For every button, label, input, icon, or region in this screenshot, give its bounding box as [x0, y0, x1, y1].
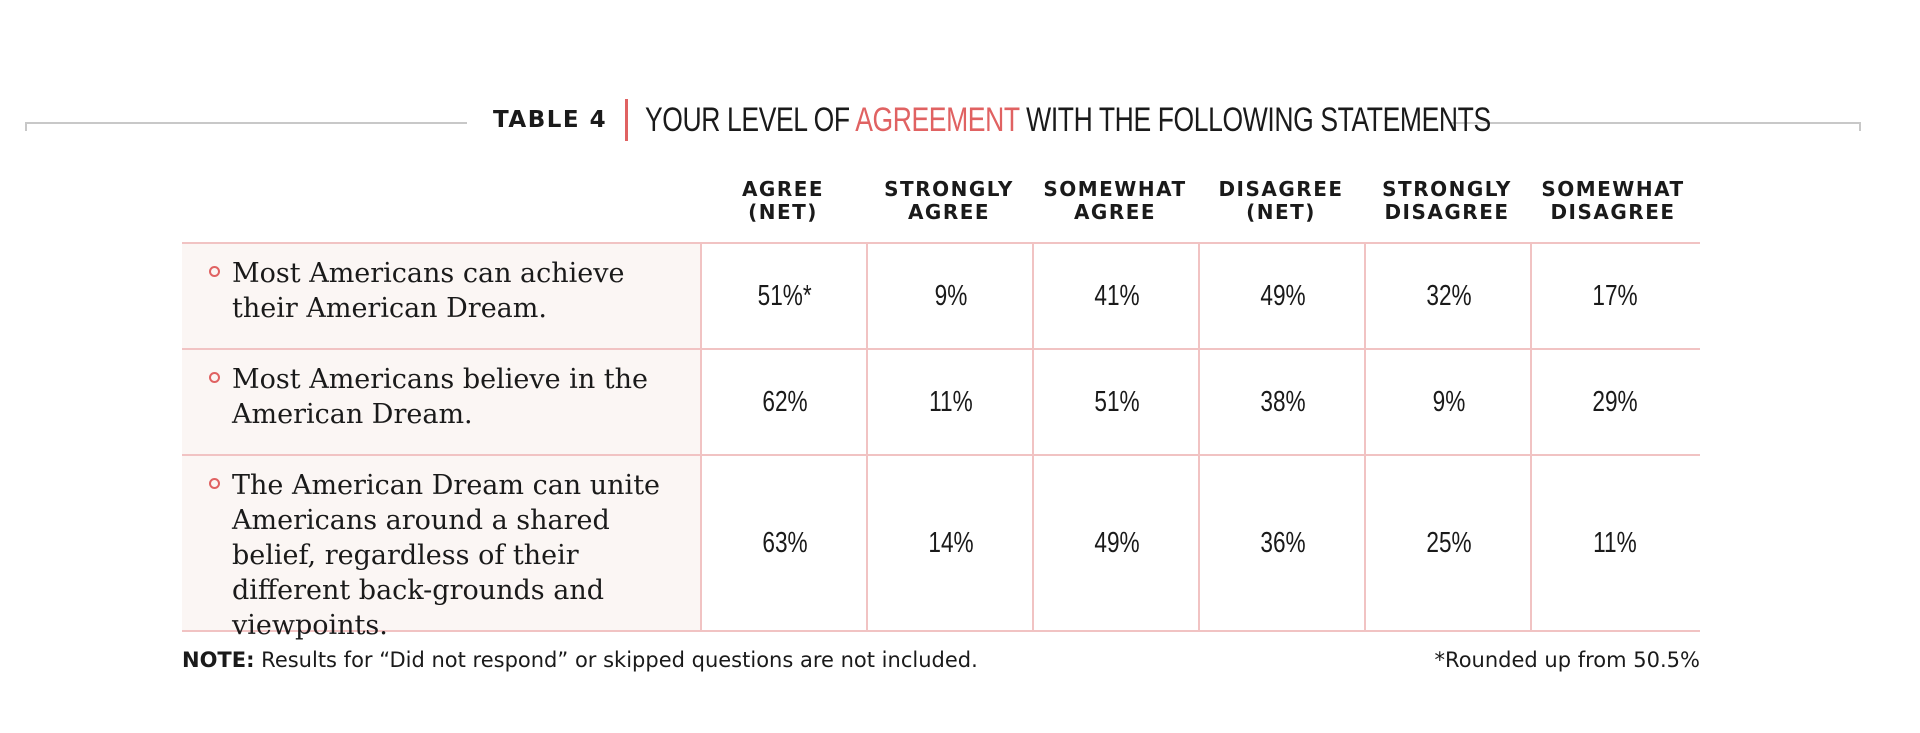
column-header-somewhat-agree: SOMEWHAT AGREE [1032, 178, 1198, 224]
bullet-icon [209, 478, 220, 489]
table-number-label: TABLE 4 [493, 107, 608, 133]
note-text: NOTE: Results for “Did not respond” or s… [182, 648, 978, 672]
column-header-disagree-net: DISAGREE (NET) [1198, 178, 1364, 224]
column-header-line: SOMEWHAT [1541, 177, 1685, 201]
title-rule-tick-left [25, 122, 27, 131]
value-text: 14% [928, 526, 974, 559]
footnote-text: *Rounded up from 50.5% [1434, 648, 1700, 672]
value-cell: 25% [1364, 456, 1532, 630]
column-header-line: AGREE [1073, 200, 1157, 224]
value-cell: 17% [1530, 244, 1698, 348]
value-cell: 49% [1198, 244, 1366, 348]
statement-cell: Most Americans believe in the American D… [182, 350, 700, 454]
agreement-table: AGREE (NET) STRONGLY AGREE SOMEWHAT AGRE… [182, 170, 1700, 641]
value-cell: 63% [700, 456, 868, 630]
value-text: 49% [1094, 526, 1140, 559]
note-body: Results for “Did not respond” or skipped… [254, 648, 978, 672]
title-separator [625, 99, 628, 141]
value-text: 63% [762, 526, 808, 559]
table-title: YOUR LEVEL OF AGREEMENT WITH THE FOLLOWI… [645, 101, 1491, 140]
table-footer: NOTE: Results for “Did not respond” or s… [182, 646, 1700, 678]
value-cell: 62% [700, 350, 868, 454]
value-text: 38% [1260, 385, 1306, 418]
statement-text: Most Americans believe in the American D… [232, 364, 649, 430]
column-header-strongly-disagree: STRONGLY DISAGREE [1364, 178, 1530, 224]
column-header-line: STRONGLY [884, 177, 1014, 201]
column-header-line: DISAGREE [1218, 177, 1344, 201]
statement-cell: Most Americans can achieve their America… [182, 244, 700, 348]
value-cell: 38% [1198, 350, 1366, 454]
value-cell: 32% [1364, 244, 1532, 348]
value-text: 17% [1592, 279, 1638, 312]
value-text: 36% [1260, 526, 1306, 559]
column-header-line: DISAGREE [1550, 200, 1676, 224]
column-header-line: STRONGLY [1382, 177, 1512, 201]
value-cell: 14% [866, 456, 1034, 630]
value-cell: 9% [1364, 350, 1532, 454]
table-body: Most Americans can achieve their America… [182, 242, 1700, 641]
value-cell: 41% [1032, 244, 1200, 348]
bullet-icon [209, 372, 220, 383]
table-row: Most Americans believe in the American D… [182, 350, 1700, 456]
table-row: The American Dream can unite Americans a… [182, 456, 1700, 641]
value-text: 51%* [757, 279, 813, 312]
title-rule-tick-right [1859, 122, 1861, 131]
table-row: Most Americans can achieve their America… [182, 244, 1700, 350]
column-header-line: AGREE [907, 200, 991, 224]
value-cell: 49% [1032, 456, 1200, 630]
value-text: 25% [1426, 526, 1472, 559]
value-text: 9% [934, 279, 968, 312]
value-cell: 9% [866, 244, 1034, 348]
value-cell: 29% [1530, 350, 1698, 454]
table-title-bar: TABLE 4 YOUR LEVEL OF AGREEMENT WITH THE… [0, 95, 1920, 145]
value-cell: 51%* [700, 244, 868, 348]
value-text: 11% [929, 385, 973, 418]
value-cell: 11% [1530, 456, 1698, 630]
note-label: NOTE: [182, 648, 255, 672]
value-text: 32% [1426, 279, 1472, 312]
value-text: 62% [762, 385, 808, 418]
title-rule-right [1450, 122, 1860, 124]
value-text: 11% [1593, 526, 1637, 559]
column-header-strongly-agree: STRONGLY AGREE [866, 178, 1032, 224]
value-cell: 51% [1032, 350, 1200, 454]
column-header-line: AGREE [741, 177, 825, 201]
value-text: 49% [1260, 279, 1306, 312]
column-header-line: SOMEWHAT [1043, 177, 1187, 201]
value-text: 41% [1094, 279, 1140, 312]
value-cell: 11% [866, 350, 1034, 454]
value-text: 51% [1094, 385, 1140, 418]
value-cell: 36% [1198, 456, 1366, 630]
table-header-row: AGREE (NET) STRONGLY AGREE SOMEWHAT AGRE… [182, 170, 1700, 242]
column-header-somewhat-disagree: SOMEWHAT DISAGREE [1530, 178, 1696, 224]
title-suffix: WITH THE FOLLOWING STATEMENTS [1019, 101, 1491, 139]
title-rule-left [25, 122, 467, 124]
column-header-line: (NET) [1246, 200, 1316, 224]
column-header-line: (NET) [748, 200, 818, 224]
column-header-agree-net: AGREE (NET) [700, 178, 866, 224]
bullet-icon [209, 266, 220, 277]
statement-text: Most Americans can achieve their America… [232, 258, 625, 324]
statement-cell: The American Dream can unite Americans a… [182, 456, 700, 641]
column-header-line: DISAGREE [1384, 200, 1510, 224]
value-text: 9% [1432, 385, 1466, 418]
value-text: 29% [1592, 385, 1638, 418]
title-highlight: AGREEMENT [855, 101, 1020, 139]
statement-text: The American Dream can unite Americans a… [232, 470, 661, 641]
title-prefix: YOUR LEVEL OF [645, 101, 856, 139]
